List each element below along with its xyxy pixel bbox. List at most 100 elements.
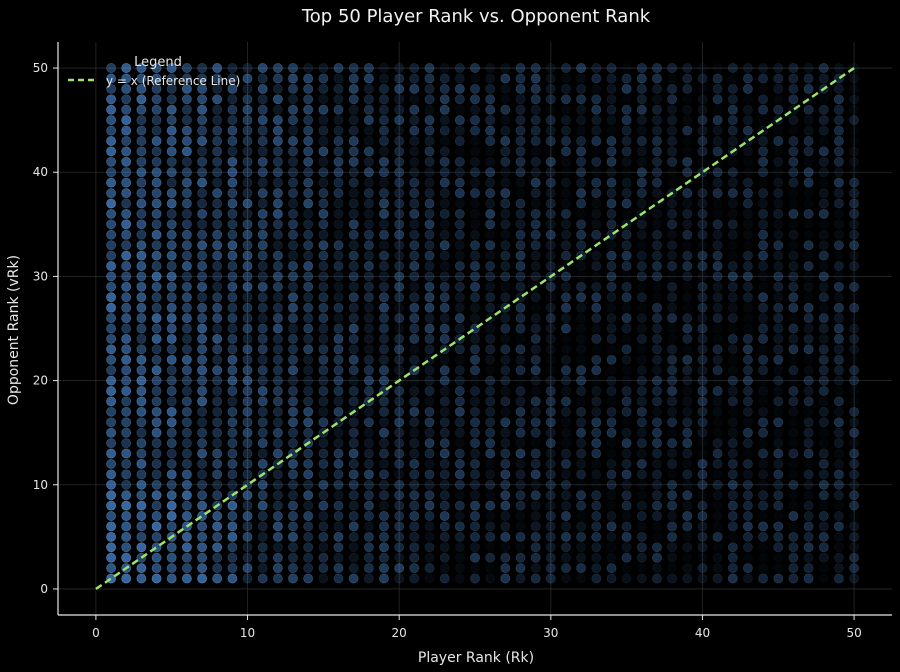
- scatter-point: [652, 156, 662, 167]
- scatter-point: [242, 396, 253, 407]
- scatter-point: [849, 552, 860, 563]
- scatter-point: [272, 104, 283, 115]
- scatter-point: [257, 250, 268, 261]
- scatter-point: [530, 448, 541, 459]
- scatter-point: [212, 63, 223, 73]
- scatter-point: [561, 458, 571, 469]
- scatter-point: [500, 104, 511, 115]
- scatter-point: [515, 198, 526, 209]
- scatter-point: [606, 521, 617, 532]
- scatter-point: [500, 125, 511, 136]
- scatter-point: [288, 511, 298, 521]
- scatter-point: [773, 313, 784, 324]
- scatter-point: [515, 167, 526, 178]
- scatter-point: [712, 188, 723, 199]
- scatter-point: [727, 271, 738, 282]
- scatter-point: [242, 146, 253, 157]
- scatter-point: [318, 500, 329, 511]
- scatter-point: [591, 438, 602, 449]
- scatter-point: [424, 240, 435, 251]
- scatter-point: [818, 396, 829, 407]
- scatter-point: [576, 271, 586, 281]
- scatter-point: [727, 313, 738, 324]
- scatter-point: [636, 354, 647, 365]
- scatter-point: [439, 552, 450, 563]
- scatter-point: [212, 511, 223, 521]
- scatter-point: [288, 302, 298, 313]
- scatter-point: [727, 188, 738, 199]
- scatter-point: [121, 198, 132, 209]
- scatter-point: [621, 261, 632, 271]
- scatter-point: [606, 479, 617, 490]
- scatter-point: [819, 501, 829, 511]
- scatter-point: [849, 104, 860, 115]
- scatter-point: [849, 84, 859, 94]
- scatter-point: [303, 261, 314, 271]
- scatter-point: [742, 333, 753, 344]
- scatter-point: [773, 531, 784, 542]
- scatter-point: [697, 344, 708, 355]
- scatter-point: [818, 240, 829, 251]
- scatter-point: [348, 94, 359, 105]
- scatter-point: [439, 94, 450, 105]
- scatter-point: [742, 63, 753, 73]
- scatter-point: [727, 177, 738, 188]
- scatter-point: [394, 490, 405, 501]
- scatter-point: [257, 406, 268, 417]
- scatter-point: [591, 156, 602, 167]
- scatter-point: [318, 261, 329, 271]
- scatter-point: [121, 146, 132, 157]
- scatter-point: [743, 94, 753, 104]
- scatter-point: [106, 281, 117, 292]
- scatter-point: [758, 240, 769, 251]
- scatter-point: [758, 458, 769, 469]
- scatter-point: [227, 323, 238, 334]
- scatter-point: [636, 271, 647, 282]
- scatter-point: [303, 229, 314, 240]
- scatter-point: [561, 302, 571, 313]
- scatter-point: [242, 417, 253, 428]
- scatter-point: [636, 313, 647, 324]
- scatter-point: [682, 250, 693, 261]
- scatter-point: [833, 406, 844, 417]
- scatter-point: [773, 511, 783, 521]
- scatter-point: [622, 271, 632, 281]
- scatter-point: [773, 177, 784, 188]
- scatter-point: [227, 406, 238, 417]
- scatter-point: [818, 531, 829, 542]
- scatter-point: [622, 209, 632, 219]
- scatter-point: [394, 573, 405, 584]
- scatter-point: [227, 511, 238, 521]
- scatter-point: [591, 292, 602, 303]
- scatter-point: [485, 302, 496, 313]
- scatter-point: [818, 354, 829, 365]
- scatter-point: [636, 188, 647, 199]
- scatter-point: [819, 94, 829, 104]
- scatter-point: [622, 563, 632, 573]
- scatter-point: [606, 542, 617, 552]
- scatter-point: [833, 365, 844, 376]
- scatter-point: [500, 136, 511, 146]
- scatter-point: [576, 94, 587, 105]
- scatter-point: [439, 177, 450, 188]
- scatter-point: [257, 354, 268, 365]
- scatter-point: [485, 240, 496, 251]
- scatter-point: [121, 83, 132, 94]
- scatter-point: [363, 167, 374, 178]
- scatter-point: [455, 146, 465, 156]
- scatter-point: [439, 198, 450, 209]
- scatter-point: [621, 240, 632, 251]
- scatter-point: [439, 386, 450, 396]
- scatter-point: [667, 542, 678, 553]
- scatter-point: [606, 563, 617, 574]
- scatter-point: [318, 250, 329, 261]
- x-axis-label: Player Rank (Rk): [418, 650, 534, 666]
- scatter-point: [166, 396, 177, 407]
- scatter-point: [409, 500, 420, 511]
- scatter-point: [788, 229, 799, 240]
- scatter-point: [545, 479, 556, 490]
- scatter-point: [197, 83, 208, 94]
- scatter-point: [576, 146, 587, 157]
- scatter-point: [454, 354, 465, 365]
- scatter-point: [742, 396, 753, 407]
